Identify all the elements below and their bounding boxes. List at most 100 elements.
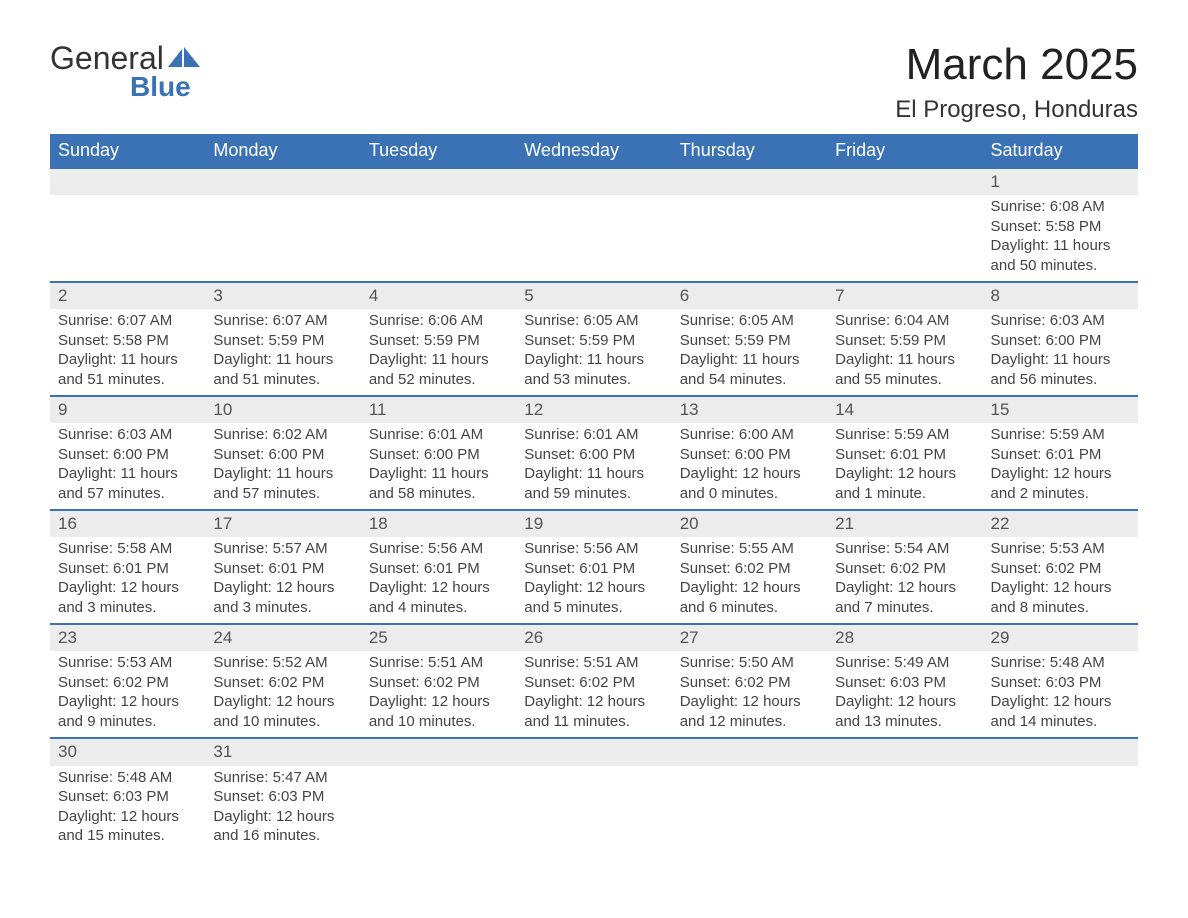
day-data: Sunrise: 5:52 AMSunset: 6:02 PMDaylight:… bbox=[205, 651, 360, 737]
day-number: 14 bbox=[827, 397, 982, 423]
col-sat: Saturday bbox=[983, 134, 1138, 168]
day-data: Sunrise: 6:05 AMSunset: 5:59 PMDaylight:… bbox=[672, 309, 827, 395]
day-number-cell: 31 bbox=[205, 738, 360, 765]
day-data: Sunrise: 5:51 AMSunset: 6:02 PMDaylight:… bbox=[516, 651, 671, 737]
day-number: 11 bbox=[361, 397, 516, 423]
day-number: 30 bbox=[50, 739, 205, 765]
day-number: 22 bbox=[983, 511, 1138, 537]
day-data: Sunrise: 5:48 AMSunset: 6:03 PMDaylight:… bbox=[50, 766, 205, 852]
day-data: Sunrise: 6:04 AMSunset: 5:59 PMDaylight:… bbox=[827, 309, 982, 395]
daynum-row: 2345678 bbox=[50, 282, 1138, 309]
daynum-row: 16171819202122 bbox=[50, 510, 1138, 537]
day-number-cell bbox=[672, 168, 827, 195]
day-number: 25 bbox=[361, 625, 516, 651]
day-data-cell: Sunrise: 5:56 AMSunset: 6:01 PMDaylight:… bbox=[516, 537, 671, 624]
day-number-cell bbox=[205, 168, 360, 195]
day-number: 10 bbox=[205, 397, 360, 423]
day-number: 20 bbox=[672, 511, 827, 537]
day-data: Sunrise: 6:01 AMSunset: 6:00 PMDaylight:… bbox=[361, 423, 516, 509]
day-data-cell: Sunrise: 6:05 AMSunset: 5:59 PMDaylight:… bbox=[672, 309, 827, 396]
day-number-cell: 13 bbox=[672, 396, 827, 423]
day-data-cell: Sunrise: 6:06 AMSunset: 5:59 PMDaylight:… bbox=[361, 309, 516, 396]
day-data-cell bbox=[983, 766, 1138, 852]
day-data-cell: Sunrise: 5:52 AMSunset: 6:02 PMDaylight:… bbox=[205, 651, 360, 738]
day-number: 1 bbox=[983, 169, 1138, 195]
day-number: 3 bbox=[205, 283, 360, 309]
daynum-row: 1 bbox=[50, 168, 1138, 195]
day-data: Sunrise: 5:56 AMSunset: 6:01 PMDaylight:… bbox=[516, 537, 671, 623]
day-number-cell: 6 bbox=[672, 282, 827, 309]
day-number-cell: 12 bbox=[516, 396, 671, 423]
day-number-cell: 10 bbox=[205, 396, 360, 423]
day-data-row: Sunrise: 6:03 AMSunset: 6:00 PMDaylight:… bbox=[50, 423, 1138, 510]
day-data-cell: Sunrise: 6:08 AMSunset: 5:58 PMDaylight:… bbox=[983, 195, 1138, 282]
day-number-cell: 9 bbox=[50, 396, 205, 423]
col-sun: Sunday bbox=[50, 134, 205, 168]
day-data-cell: Sunrise: 5:53 AMSunset: 6:02 PMDaylight:… bbox=[50, 651, 205, 738]
day-number-cell: 27 bbox=[672, 624, 827, 651]
day-number: 4 bbox=[361, 283, 516, 309]
day-data-cell bbox=[516, 195, 671, 282]
day-data-cell: Sunrise: 5:59 AMSunset: 6:01 PMDaylight:… bbox=[827, 423, 982, 510]
col-thu: Thursday bbox=[672, 134, 827, 168]
day-data-cell: Sunrise: 5:54 AMSunset: 6:02 PMDaylight:… bbox=[827, 537, 982, 624]
day-number-cell: 20 bbox=[672, 510, 827, 537]
day-number-cell bbox=[672, 738, 827, 765]
day-data: Sunrise: 6:01 AMSunset: 6:00 PMDaylight:… bbox=[516, 423, 671, 509]
day-number-cell: 8 bbox=[983, 282, 1138, 309]
day-data: Sunrise: 6:02 AMSunset: 6:00 PMDaylight:… bbox=[205, 423, 360, 509]
day-data-cell: Sunrise: 6:07 AMSunset: 5:59 PMDaylight:… bbox=[205, 309, 360, 396]
day-number-cell: 22 bbox=[983, 510, 1138, 537]
day-data-row: Sunrise: 5:48 AMSunset: 6:03 PMDaylight:… bbox=[50, 766, 1138, 852]
header: General Blue March 2025 El Progreso, Hon… bbox=[50, 40, 1138, 124]
day-data-cell: Sunrise: 5:56 AMSunset: 6:01 PMDaylight:… bbox=[361, 537, 516, 624]
day-number: 16 bbox=[50, 511, 205, 537]
day-number-cell: 29 bbox=[983, 624, 1138, 651]
day-number: 12 bbox=[516, 397, 671, 423]
day-data-cell: Sunrise: 5:53 AMSunset: 6:02 PMDaylight:… bbox=[983, 537, 1138, 624]
day-number-cell: 26 bbox=[516, 624, 671, 651]
day-data-cell: Sunrise: 6:03 AMSunset: 6:00 PMDaylight:… bbox=[983, 309, 1138, 396]
location-subtitle: El Progreso, Honduras bbox=[895, 96, 1138, 124]
day-data: Sunrise: 6:06 AMSunset: 5:59 PMDaylight:… bbox=[361, 309, 516, 395]
day-number: 18 bbox=[361, 511, 516, 537]
day-data-row: Sunrise: 5:58 AMSunset: 6:01 PMDaylight:… bbox=[50, 537, 1138, 624]
day-data-cell: Sunrise: 5:57 AMSunset: 6:01 PMDaylight:… bbox=[205, 537, 360, 624]
day-number: 23 bbox=[50, 625, 205, 651]
day-number: 26 bbox=[516, 625, 671, 651]
day-data-cell: Sunrise: 6:05 AMSunset: 5:59 PMDaylight:… bbox=[516, 309, 671, 396]
day-number-cell bbox=[50, 168, 205, 195]
daynum-row: 23242526272829 bbox=[50, 624, 1138, 651]
day-data-cell: Sunrise: 6:00 AMSunset: 6:00 PMDaylight:… bbox=[672, 423, 827, 510]
day-data-row: Sunrise: 5:53 AMSunset: 6:02 PMDaylight:… bbox=[50, 651, 1138, 738]
day-data: Sunrise: 6:00 AMSunset: 6:00 PMDaylight:… bbox=[672, 423, 827, 509]
day-number: 13 bbox=[672, 397, 827, 423]
day-number-cell: 24 bbox=[205, 624, 360, 651]
day-data: Sunrise: 5:51 AMSunset: 6:02 PMDaylight:… bbox=[361, 651, 516, 737]
day-number: 21 bbox=[827, 511, 982, 537]
day-data-cell: Sunrise: 6:01 AMSunset: 6:00 PMDaylight:… bbox=[516, 423, 671, 510]
day-number-cell: 11 bbox=[361, 396, 516, 423]
day-data-cell: Sunrise: 6:02 AMSunset: 6:00 PMDaylight:… bbox=[205, 423, 360, 510]
day-number-cell: 18 bbox=[361, 510, 516, 537]
day-data: Sunrise: 6:07 AMSunset: 5:59 PMDaylight:… bbox=[205, 309, 360, 395]
day-data-cell: Sunrise: 5:49 AMSunset: 6:03 PMDaylight:… bbox=[827, 651, 982, 738]
day-number-cell bbox=[983, 738, 1138, 765]
day-number-cell: 14 bbox=[827, 396, 982, 423]
day-data: Sunrise: 5:50 AMSunset: 6:02 PMDaylight:… bbox=[672, 651, 827, 737]
day-data: Sunrise: 6:05 AMSunset: 5:59 PMDaylight:… bbox=[516, 309, 671, 395]
day-data: Sunrise: 5:59 AMSunset: 6:01 PMDaylight:… bbox=[983, 423, 1138, 509]
day-number-cell: 25 bbox=[361, 624, 516, 651]
day-data: Sunrise: 5:55 AMSunset: 6:02 PMDaylight:… bbox=[672, 537, 827, 623]
day-data-cell bbox=[672, 195, 827, 282]
col-tue: Tuesday bbox=[361, 134, 516, 168]
day-data: Sunrise: 6:07 AMSunset: 5:58 PMDaylight:… bbox=[50, 309, 205, 395]
logo-word2: Blue bbox=[50, 71, 191, 103]
day-data-cell: Sunrise: 6:07 AMSunset: 5:58 PMDaylight:… bbox=[50, 309, 205, 396]
day-data-cell: Sunrise: 5:48 AMSunset: 6:03 PMDaylight:… bbox=[983, 651, 1138, 738]
day-number: 24 bbox=[205, 625, 360, 651]
day-data: Sunrise: 5:49 AMSunset: 6:03 PMDaylight:… bbox=[827, 651, 982, 737]
day-number: 27 bbox=[672, 625, 827, 651]
day-number: 7 bbox=[827, 283, 982, 309]
day-data-cell bbox=[361, 195, 516, 282]
